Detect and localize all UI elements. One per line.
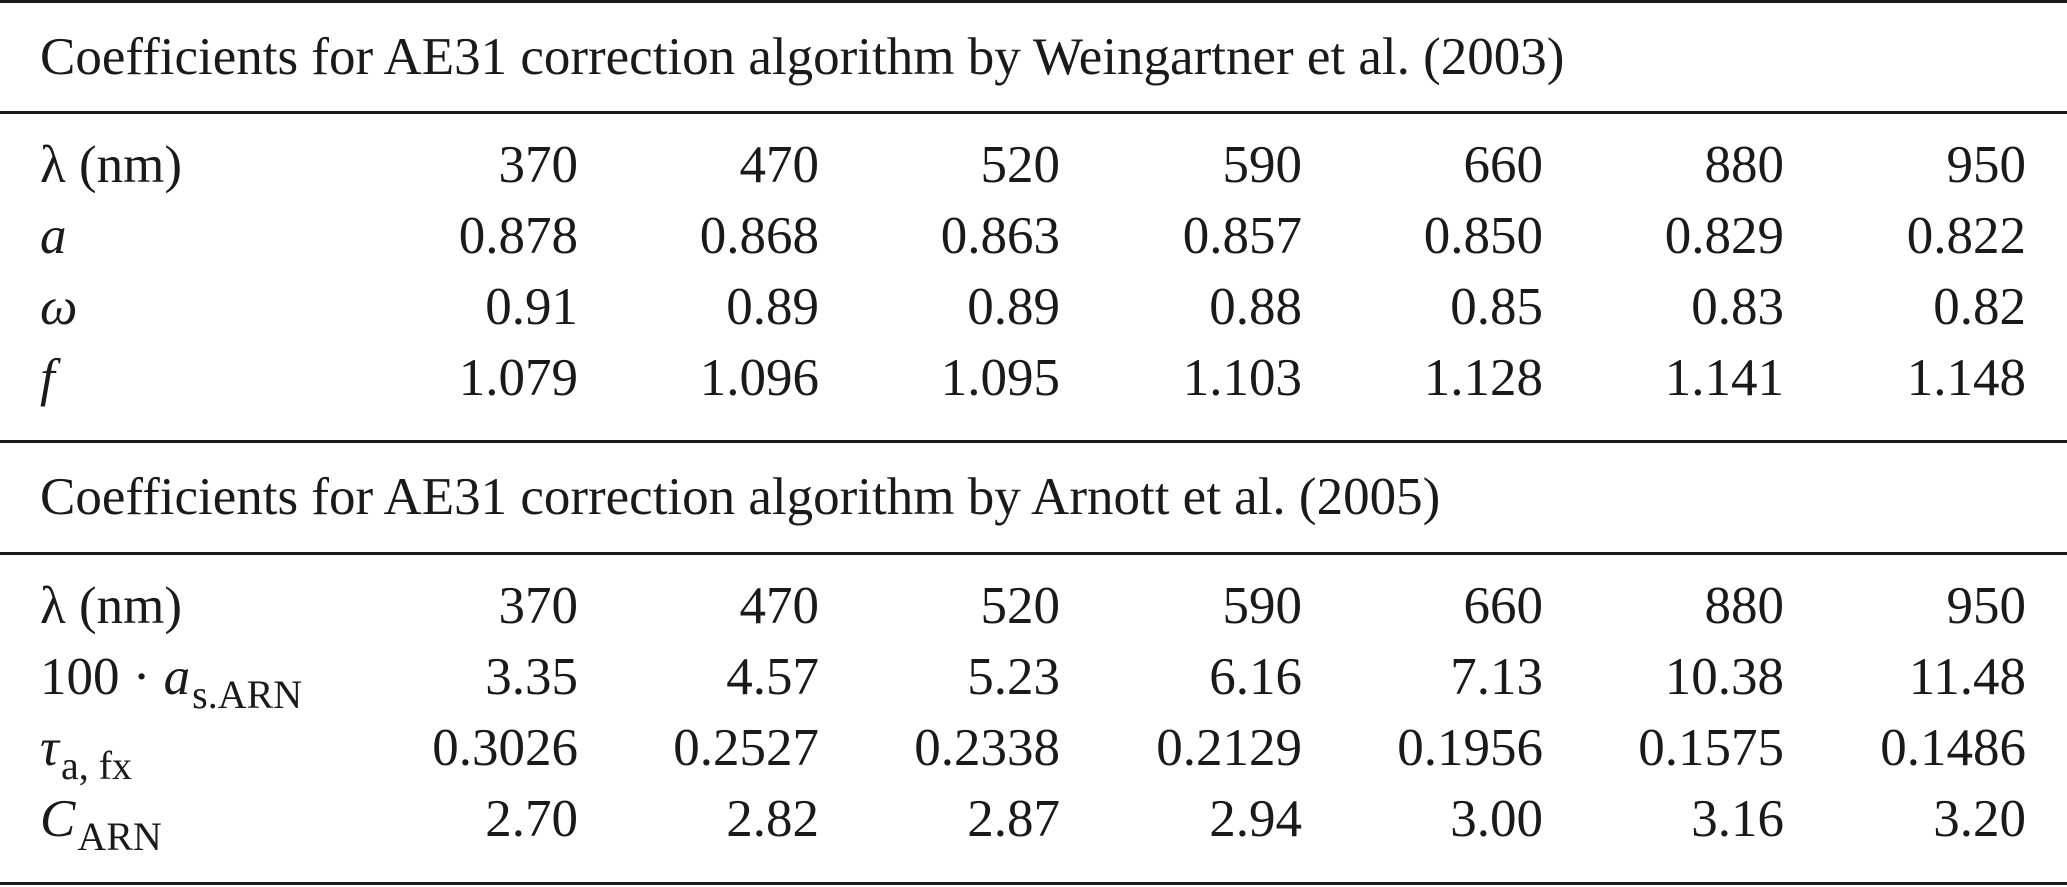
table-cell: 1.128 — [1423, 349, 1543, 407]
table-cell: 0.89 — [967, 278, 1060, 336]
table-cell: 370 — [498, 577, 579, 635]
table-cell: 0.1575 — [1638, 719, 1784, 777]
table-cell: 0.83 — [1691, 278, 1784, 336]
table2-row-tau: τa, fx 0.3026 0.2527 0.2338 0.2129 0.195… — [0, 718, 2067, 788]
row-label: f — [40, 349, 55, 407]
table-cell: 520 — [980, 136, 1061, 194]
table-cell: 2.87 — [967, 790, 1060, 848]
row-label-symbol: C — [40, 790, 76, 848]
table-cell: 11.48 — [1908, 648, 2026, 706]
table-top-rule — [0, 0, 2067, 3]
table1-row-wavelength: λ (nm) 370 470 520 590 660 880 950 — [0, 135, 2067, 195]
table1-row-f: f 1.079 1.096 1.095 1.103 1.128 1.141 1.… — [0, 348, 2067, 408]
table-cell: 950 — [1946, 577, 2027, 635]
table2-row-a-sarn: 100 · as.ARN 3.35 4.57 5.23 6.16 7.13 10… — [0, 647, 2067, 717]
table-cell: 0.850 — [1423, 207, 1543, 265]
table-cell: 590 — [1222, 577, 1303, 635]
row-label-symbol: a — [163, 648, 191, 706]
row-label-subscript: a, fx — [60, 743, 133, 788]
table-cell: 4.57 — [726, 648, 819, 706]
row-label-subscript: s.ARN — [192, 672, 303, 717]
table1-row-a: a 0.878 0.868 0.863 0.857 0.850 0.829 0.… — [0, 206, 2067, 266]
table-cell: 880 — [1704, 136, 1785, 194]
table-cell: 3.16 — [1691, 790, 1784, 848]
row-label: CARN — [40, 789, 162, 859]
table-cell: 0.829 — [1664, 207, 1784, 265]
table-cell: 1.079 — [458, 349, 578, 407]
row-label: ω — [40, 278, 78, 336]
table-cell: 0.82 — [1933, 278, 2026, 336]
table-cell: 0.3026 — [432, 719, 578, 777]
table-cell: 1.148 — [1906, 349, 2026, 407]
table-cell: 2.94 — [1209, 790, 1302, 848]
table-cell: 0.91 — [485, 278, 578, 336]
table-cell: 6.16 — [1209, 648, 1302, 706]
table-cell: 0.878 — [458, 207, 578, 265]
table-cell: 1.096 — [699, 349, 819, 407]
table-cell: 0.1956 — [1397, 719, 1543, 777]
row-label-subscript: ARN — [77, 814, 162, 859]
table1-caption: Coefficients for AE31 correction algorit… — [40, 28, 1565, 86]
table1-header-rule — [0, 111, 2067, 114]
row-label-prefix: 100 · — [40, 648, 164, 706]
row-label: a — [40, 207, 67, 265]
table-cell: 470 — [739, 136, 820, 194]
table-cell: 0.88 — [1209, 278, 1302, 336]
row-label: τa, fx — [40, 718, 132, 788]
table2-header-rule — [0, 552, 2067, 555]
table-cell: 1.141 — [1664, 349, 1784, 407]
table-bottom-rule — [0, 882, 2067, 885]
table-cell: 3.00 — [1450, 790, 1543, 848]
table-cell: 0.85 — [1450, 278, 1543, 336]
table-cell: 0.868 — [699, 207, 819, 265]
table-cell: 0.1486 — [1880, 719, 2026, 777]
table-cell: 10.38 — [1664, 648, 1784, 706]
table-cell: 590 — [1222, 136, 1303, 194]
table-cell: 0.89 — [726, 278, 819, 336]
table-cell: 0.2338 — [914, 719, 1060, 777]
table-cell: 1.103 — [1182, 349, 1302, 407]
row-label-symbol: τ — [40, 719, 59, 777]
row-label: 100 · as.ARN — [40, 647, 302, 717]
table1-row-omega: ω 0.91 0.89 0.89 0.88 0.85 0.83 0.82 — [0, 277, 2067, 337]
table-section-rule — [0, 440, 2067, 443]
table-cell: 0.2527 — [673, 719, 819, 777]
table2-row-c-arn: CARN 2.70 2.82 2.87 2.94 3.00 3.16 3.20 — [0, 789, 2067, 859]
table-cell: 0.822 — [1906, 207, 2026, 265]
table-cell: 2.70 — [485, 790, 578, 848]
table-cell: 7.13 — [1450, 648, 1543, 706]
row-label: λ (nm) — [40, 136, 182, 194]
table-cell: 1.095 — [940, 349, 1060, 407]
table-cell: 0.2129 — [1156, 719, 1302, 777]
row-label: λ (nm) — [40, 577, 182, 635]
table-cell: 520 — [980, 577, 1061, 635]
table-cell: 950 — [1946, 136, 2027, 194]
table-cell: 470 — [739, 577, 820, 635]
table-cell: 370 — [498, 136, 579, 194]
table-cell: 5.23 — [967, 648, 1060, 706]
table-cell: 0.863 — [940, 207, 1060, 265]
table-cell: 3.20 — [1933, 790, 2026, 848]
table-cell: 2.82 — [726, 790, 819, 848]
table2-row-wavelength: λ (nm) 370 470 520 590 660 880 950 — [0, 576, 2067, 636]
table-cell: 660 — [1463, 136, 1544, 194]
table2-caption: Coefficients for AE31 correction algorit… — [40, 468, 1441, 526]
table-cell: 0.857 — [1182, 207, 1302, 265]
table-cell: 3.35 — [485, 648, 578, 706]
table-cell: 660 — [1463, 577, 1544, 635]
table-cell: 880 — [1704, 577, 1785, 635]
